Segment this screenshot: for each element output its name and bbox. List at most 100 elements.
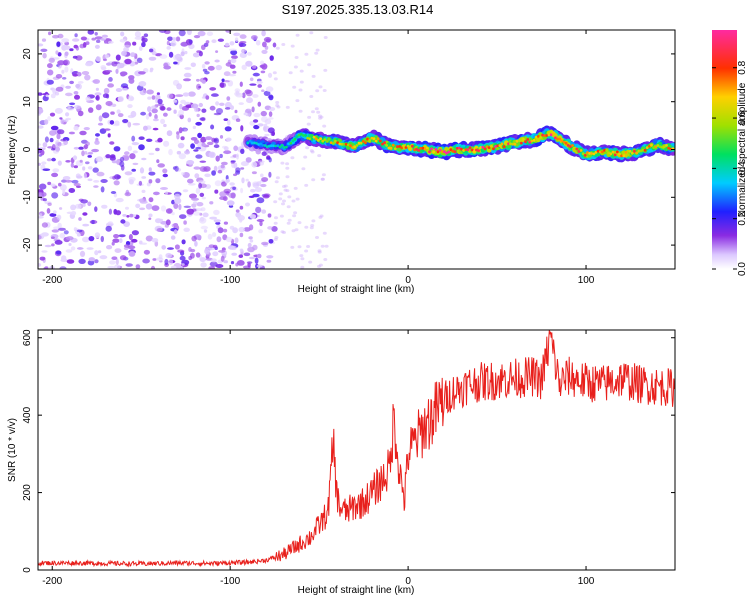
noise-speckle — [166, 46, 171, 50]
noise-speckle — [157, 137, 163, 143]
noise-speckle — [297, 221, 302, 225]
noise-speckle — [61, 77, 67, 80]
noise-speckle — [87, 151, 94, 155]
noise-speckle — [61, 44, 67, 51]
noise-speckle — [130, 110, 137, 118]
noise-speckle — [243, 112, 248, 116]
noise-speckle — [112, 123, 120, 127]
noise-speckle — [186, 160, 195, 165]
noise-speckle — [108, 208, 112, 215]
noise-speckle — [102, 93, 109, 98]
noise-speckle — [251, 161, 258, 168]
ridge-blob — [449, 148, 453, 152]
noise-speckle — [129, 153, 136, 160]
noise-speckle — [183, 227, 190, 232]
noise-speckle — [237, 215, 245, 221]
noise-speckle — [204, 71, 210, 75]
noise-speckle — [267, 226, 273, 230]
noise-speckle — [119, 156, 125, 163]
noise-speckle — [205, 95, 210, 100]
noise-speckle — [241, 64, 247, 71]
noise-speckle — [73, 105, 81, 110]
ridge-blob — [498, 144, 502, 148]
noise-speckle — [72, 38, 80, 42]
noise-speckle — [94, 250, 99, 256]
noise-speckle — [47, 116, 51, 122]
noise-speckle — [202, 212, 209, 218]
noise-speckle — [261, 30, 266, 37]
noise-speckle — [38, 234, 42, 240]
noise-speckle — [241, 48, 247, 54]
ridge-blob — [477, 149, 480, 153]
noise-speckle — [177, 142, 185, 149]
ridge-blob — [357, 141, 361, 145]
noise-speckle — [211, 170, 217, 176]
noise-speckle — [233, 173, 237, 177]
noise-speckle — [49, 130, 57, 136]
noise-speckle — [173, 229, 178, 235]
noise-speckle — [223, 150, 232, 155]
noise-speckle — [100, 179, 108, 183]
ridge-blob — [342, 142, 346, 146]
noise-speckle — [146, 89, 154, 95]
ridge-blob — [338, 142, 342, 146]
ridge-blob — [364, 141, 367, 145]
noise-speckle — [148, 152, 155, 156]
noise-speckle — [186, 30, 192, 36]
noise-speckle — [309, 95, 314, 98]
ridge-blob — [639, 149, 643, 153]
y-tick-label: 0 — [22, 567, 33, 573]
noise-speckle — [41, 232, 49, 237]
noise-speckle — [119, 38, 127, 43]
ridge-blob — [475, 148, 478, 152]
noise-speckle — [100, 235, 105, 243]
ridge-blob — [592, 152, 596, 156]
noise-speckle — [165, 252, 172, 259]
noise-speckle — [294, 56, 299, 59]
noise-speckle — [50, 236, 55, 239]
noise-speckle — [223, 221, 228, 225]
noise-speckle — [238, 254, 244, 258]
noise-speckle — [65, 85, 71, 89]
noise-speckle — [249, 239, 254, 243]
noise-speckle — [132, 122, 141, 126]
ridge-blob — [613, 153, 617, 157]
ridge-blob — [660, 145, 664, 149]
noise-speckle — [127, 104, 133, 109]
noise-speckle — [234, 88, 241, 93]
noise-speckle — [300, 265, 305, 269]
ridge-blob — [609, 152, 613, 156]
ridge-blob — [662, 145, 666, 149]
noise-speckle — [285, 162, 290, 166]
noise-speckle — [285, 105, 290, 109]
noise-speckle — [52, 168, 60, 173]
noise-speckle — [167, 247, 174, 250]
noise-speckle — [119, 238, 123, 244]
ridge-blob — [334, 139, 337, 143]
noise-speckle — [239, 248, 244, 252]
noise-speckle — [52, 210, 57, 214]
noise-speckle — [74, 94, 80, 100]
ridge-blob — [259, 142, 263, 146]
noise-speckle — [91, 219, 95, 225]
noise-speckle — [252, 182, 260, 188]
noise-speckle — [300, 257, 305, 261]
ridge-blob — [329, 141, 333, 145]
noise-speckle — [305, 146, 310, 150]
noise-speckle — [230, 192, 236, 199]
noise-speckle — [38, 162, 41, 166]
noise-speckle — [273, 221, 278, 225]
noise-speckle — [230, 49, 238, 56]
noise-speckle — [232, 70, 237, 74]
noise-speckle — [318, 114, 322, 118]
ridge-blob — [282, 146, 286, 149]
noise-speckle — [140, 111, 147, 116]
noise-speckle — [273, 200, 278, 204]
noise-speckle — [45, 94, 49, 98]
noise-speckle — [243, 252, 251, 257]
noise-speckle — [131, 230, 139, 236]
noise-speckle — [219, 102, 225, 107]
noise-speckle — [194, 107, 199, 113]
noise-speckle — [221, 181, 227, 187]
ridge-blob — [464, 148, 468, 152]
